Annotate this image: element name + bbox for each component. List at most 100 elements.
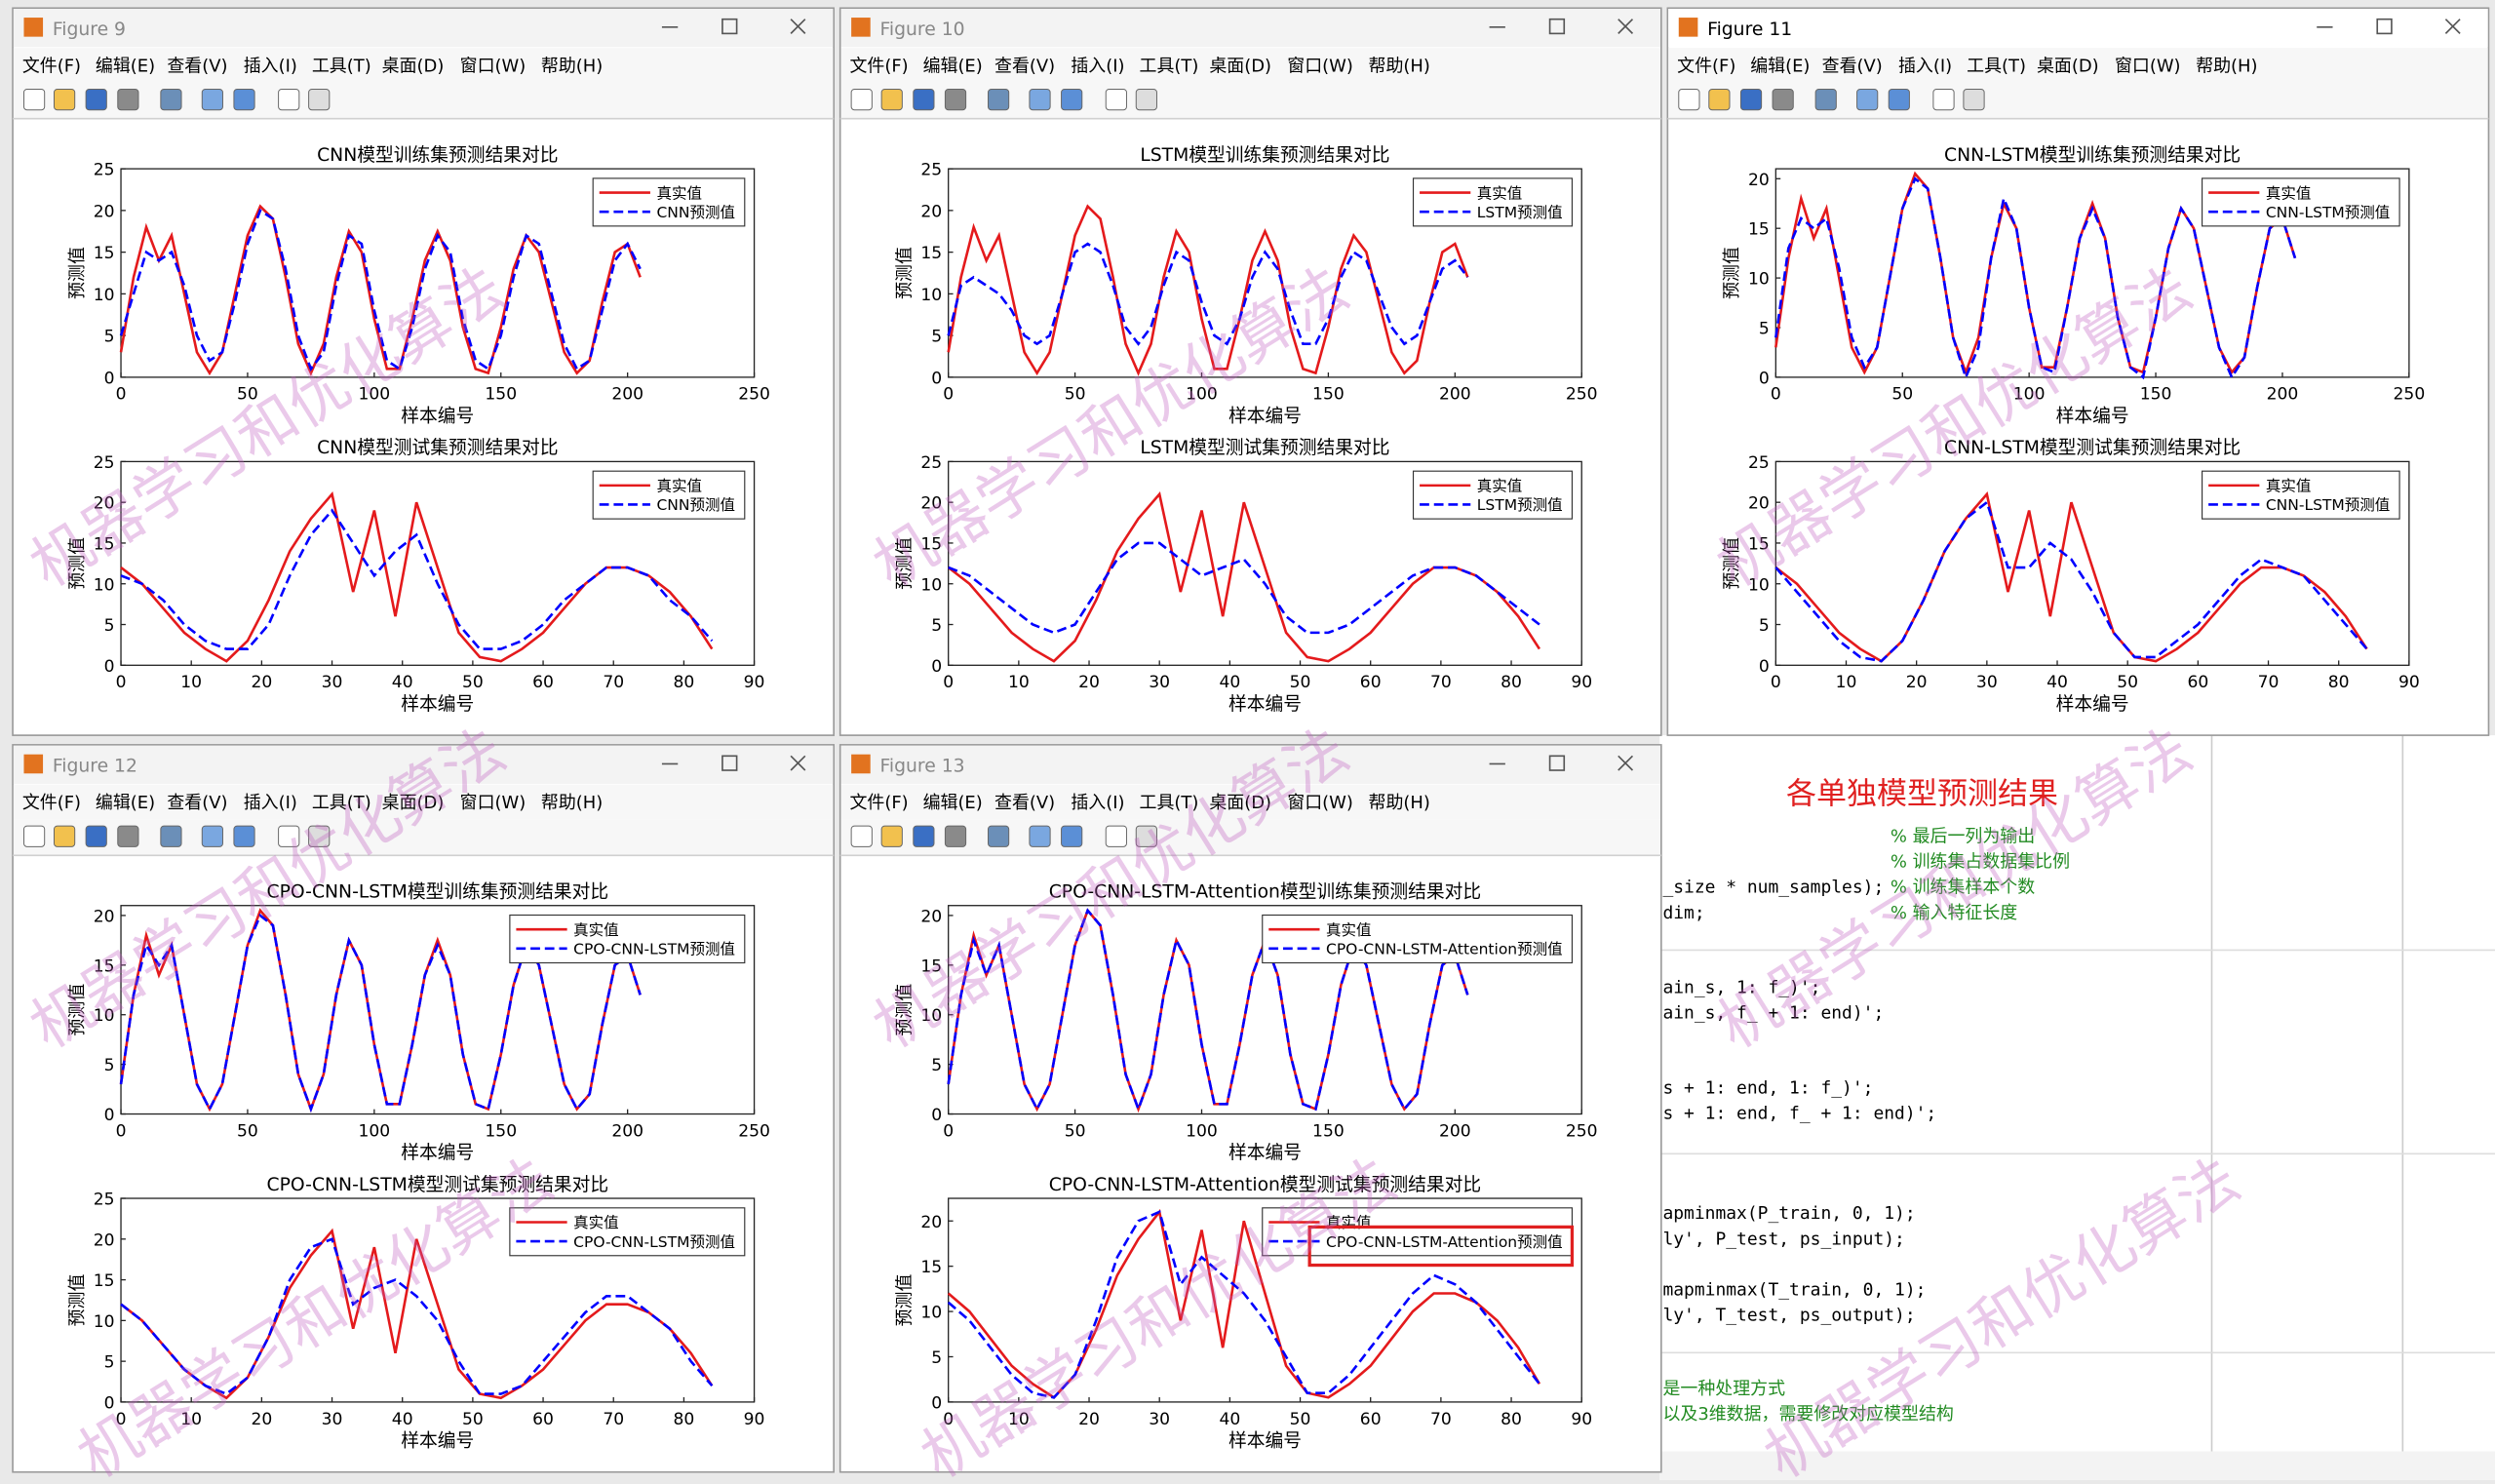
toolbar-button[interactable] (1932, 89, 1955, 111)
toolbar-button[interactable] (117, 89, 139, 111)
toolbar-button[interactable] (1029, 89, 1051, 111)
toolbar-button[interactable] (308, 89, 331, 111)
toolbar-button[interactable] (201, 825, 223, 847)
maximize-button[interactable] (721, 18, 738, 35)
y-tick-label: 20 (920, 907, 942, 926)
menu-item[interactable]: 工具(T) (312, 57, 371, 77)
menu-item[interactable]: 文件(F) (22, 793, 81, 813)
toolbar-button[interactable] (85, 89, 107, 111)
menu-item[interactable]: 编辑(E) (923, 793, 983, 813)
close-button[interactable] (790, 19, 806, 34)
app-icon (23, 18, 44, 37)
toolbar-button[interactable] (1105, 89, 1127, 111)
menu-item[interactable]: 桌面(D) (1209, 793, 1271, 813)
toolbar-button[interactable] (1739, 89, 1763, 111)
menu-item[interactable]: 工具(T) (1140, 57, 1199, 77)
toolbar (13, 82, 834, 118)
menu-item[interactable]: 帮助(H) (1369, 57, 1430, 77)
toolbar-button[interactable] (1678, 89, 1700, 111)
toolbar-button[interactable] (913, 89, 935, 111)
close-button[interactable] (1618, 755, 1634, 771)
menu-item[interactable]: 桌面(D) (382, 57, 445, 77)
menu-item[interactable]: 插入(I) (1071, 793, 1124, 813)
menu-item[interactable]: 窗口(W) (2115, 57, 2181, 77)
toolbar-button[interactable] (160, 825, 182, 847)
menu-item[interactable]: 编辑(E) (1750, 57, 1810, 77)
maximize-button[interactable] (1548, 18, 1566, 35)
toolbar-button[interactable] (850, 825, 873, 847)
maximize-button[interactable] (2376, 18, 2393, 35)
menu-item[interactable]: 帮助(H) (2196, 57, 2257, 77)
menu-item[interactable]: 帮助(H) (1369, 793, 1430, 813)
toolbar-button[interactable] (1105, 825, 1127, 847)
toolbar-button[interactable] (944, 825, 967, 847)
toolbar-button[interactable] (278, 825, 300, 847)
menu-item[interactable]: 窗口(W) (460, 793, 526, 813)
toolbar-button[interactable] (53, 825, 76, 847)
maximize-button[interactable] (721, 755, 738, 771)
y-tick-label: 5 (104, 1353, 115, 1373)
maximize-button[interactable] (1548, 755, 1566, 771)
toolbar-button[interactable] (117, 825, 139, 847)
menu-item[interactable]: 查看(V) (167, 57, 227, 77)
toolbar-button[interactable] (987, 89, 1010, 111)
menu-item[interactable]: 文件(F) (849, 793, 908, 813)
toolbar-button[interactable] (880, 825, 903, 847)
toolbar-button[interactable] (22, 89, 46, 111)
toolbar-button[interactable] (160, 89, 182, 111)
close-button[interactable] (790, 755, 806, 771)
toolbar-button[interactable] (913, 825, 935, 847)
menu-item[interactable]: 帮助(H) (541, 57, 603, 77)
toolbar-button[interactable] (1135, 825, 1157, 847)
toolbar-button[interactable] (987, 825, 1010, 847)
toolbar-button[interactable] (22, 825, 46, 847)
toolbar-button[interactable] (1708, 89, 1731, 111)
toolbar-button[interactable] (233, 825, 255, 847)
menu-item[interactable]: 工具(T) (1967, 57, 2026, 77)
toolbar-button[interactable] (308, 825, 331, 847)
toolbar-button[interactable] (1135, 89, 1157, 111)
menu-item[interactable]: 工具(T) (1140, 793, 1199, 813)
menu-item[interactable]: 桌面(D) (382, 793, 445, 813)
menu-item[interactable]: 插入(I) (244, 793, 297, 813)
menu-item[interactable]: 文件(F) (22, 57, 81, 77)
menu-item[interactable]: 编辑(E) (96, 57, 155, 77)
menu-item[interactable]: 文件(F) (1677, 57, 1735, 77)
menu-item[interactable]: 窗口(W) (460, 57, 526, 77)
toolbar-button[interactable] (1029, 825, 1051, 847)
toolbar-button[interactable] (880, 89, 903, 111)
toolbar-button[interactable] (944, 89, 967, 111)
toolbar-button[interactable] (850, 89, 873, 111)
menu-item[interactable]: 工具(T) (312, 793, 371, 813)
toolbar-button[interactable] (85, 825, 107, 847)
menu-item[interactable]: 查看(V) (1822, 57, 1883, 77)
menu-item[interactable]: 插入(I) (244, 57, 297, 77)
y-tick-label: 15 (920, 957, 942, 976)
toolbar-button[interactable] (201, 89, 223, 111)
toolbar-button[interactable] (1856, 89, 1879, 111)
menu-item[interactable]: 查看(V) (167, 793, 227, 813)
menu-item[interactable]: 桌面(D) (1209, 57, 1271, 77)
menu-item[interactable]: 窗口(W) (1287, 57, 1353, 77)
toolbar-button[interactable] (1061, 89, 1083, 111)
toolbar-button[interactable] (1772, 89, 1794, 111)
toolbar-button[interactable] (278, 89, 300, 111)
toolbar-button[interactable] (53, 89, 76, 111)
menu-item[interactable]: 插入(I) (1071, 57, 1124, 77)
menu-item[interactable]: 帮助(H) (541, 793, 603, 813)
close-button[interactable] (1618, 19, 1634, 34)
menu-item[interactable]: 编辑(E) (96, 793, 155, 813)
toolbar-button[interactable] (1963, 89, 1985, 111)
menu-item[interactable]: 查看(V) (994, 793, 1055, 813)
toolbar-button[interactable] (233, 89, 255, 111)
toolbar-button[interactable] (1814, 89, 1837, 111)
menu-item[interactable]: 查看(V) (994, 57, 1055, 77)
menu-item[interactable]: 编辑(E) (923, 57, 983, 77)
menu-item[interactable]: 文件(F) (849, 57, 908, 77)
close-button[interactable] (2444, 19, 2461, 34)
toolbar-button[interactable] (1061, 825, 1083, 847)
menu-item[interactable]: 桌面(D) (2037, 57, 2099, 77)
toolbar-button[interactable] (1888, 89, 1910, 111)
menu-item[interactable]: 插入(I) (1898, 57, 1952, 77)
menu-item[interactable]: 窗口(W) (1287, 793, 1353, 813)
